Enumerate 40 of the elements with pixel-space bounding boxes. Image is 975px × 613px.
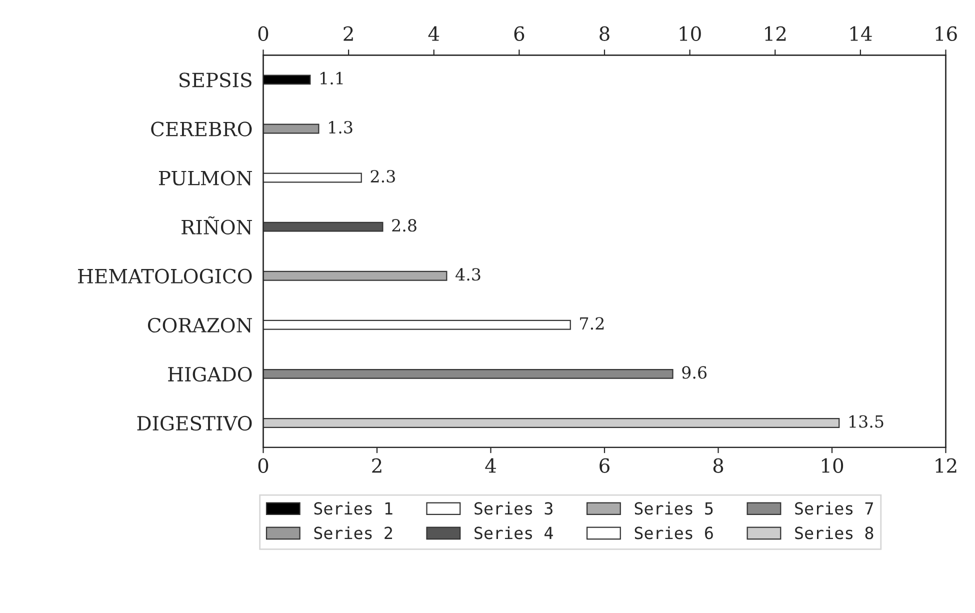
y-tick-label: SEPSIS: [180, 72, 252, 88]
data-label: 1.3: [329, 120, 352, 134]
x2-tick-label: 10: [680, 26, 701, 41]
y-tick-label: CEREBRO: [151, 122, 252, 136]
data-label: 1.1: [320, 72, 343, 85]
x-tick-label: 0: [258, 458, 268, 473]
y-tick-label: PULMON: [159, 170, 252, 186]
legend-label: Series 4: [474, 526, 553, 540]
legend-label: Series 1: [314, 502, 392, 515]
x2-tick-label: 16: [936, 26, 957, 41]
x2-tick-label: 4: [428, 26, 440, 41]
x-tick-label: 10: [822, 458, 844, 473]
legend-label: Series 3: [474, 502, 552, 515]
data-label: 2.8: [392, 219, 416, 232]
legend-label: Series 7: [795, 502, 873, 515]
y-tick-label: RIÑON: [182, 216, 252, 234]
data-label: 2.3: [370, 170, 395, 183]
legend-label: Series 8: [795, 526, 874, 540]
x2-tick-label: 0: [258, 26, 268, 41]
data-label: 7.2: [580, 317, 604, 330]
x-tick-label: 8: [713, 458, 724, 473]
legend-label: Series 5: [634, 502, 713, 515]
legend-label: Series 2: [314, 526, 392, 540]
x-tick-label: 2: [372, 458, 382, 473]
x-tick-label: 4: [485, 458, 496, 473]
data-label: 4.3: [456, 268, 480, 281]
data-label: 9.6: [682, 366, 707, 379]
x2-tick-label: 12: [765, 26, 786, 41]
legend-label: Series 6: [634, 526, 713, 540]
y-tick-label: HEMATOLOGICO: [78, 268, 252, 284]
x2-tick-label: 2: [344, 26, 353, 41]
y-tick-label: HIGADO: [168, 366, 252, 382]
data-label: 13.5: [849, 415, 884, 428]
x2-tick-label: 14: [850, 26, 872, 41]
x-tick-label: 12: [936, 458, 956, 473]
x2-tick-label: 6: [514, 26, 524, 41]
x2-tick-label: 8: [600, 26, 610, 41]
x-tick-label: 6: [600, 458, 610, 473]
y-tick-label: DIGESTIVO: [137, 416, 252, 431]
y-tick-label: CORAZON: [148, 318, 252, 333]
